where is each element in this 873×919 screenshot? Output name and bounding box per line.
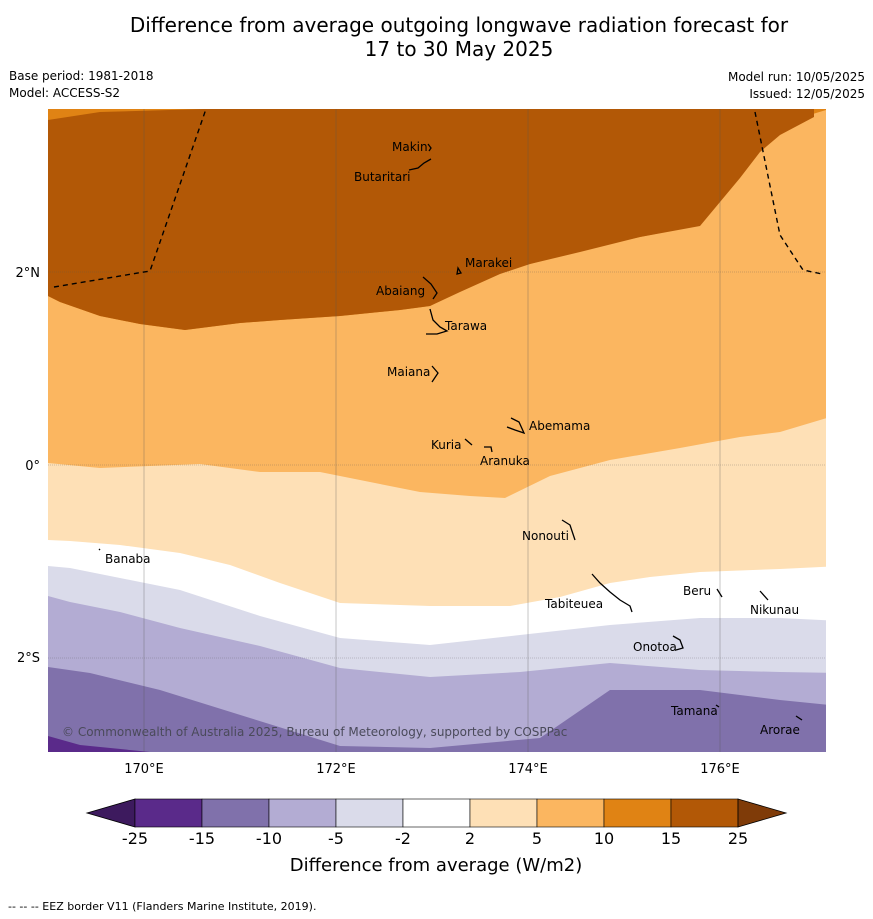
lat-label-0: 0° [25, 459, 40, 474]
colorbar-tick-label: -10 [256, 829, 282, 848]
model-name: Model: ACCESS-S2 [9, 86, 121, 100]
label-marakei: Marakei [465, 256, 512, 270]
label-abaiang: Abaiang [376, 284, 425, 298]
lat-label-2s: 2°S [17, 651, 40, 666]
label-makin: Makin [392, 140, 428, 154]
model-run: Model run: 10/05/2025 [727, 70, 865, 84]
colorbar-swatch [536, 798, 605, 828]
label-banaba: Banaba [105, 552, 151, 566]
islands [98, 143, 803, 721]
colorbar-swatch [469, 798, 538, 828]
island-maiana [431, 365, 439, 383]
label-butaritari: Butaritari [354, 170, 411, 184]
island-abemama [506, 417, 526, 435]
colorbar-tick-label: 5 [532, 829, 542, 848]
label-maiana: Maiana [387, 365, 430, 379]
island-makin [427, 143, 432, 152]
colorbar-tick-label: 2 [465, 829, 475, 848]
island-banaba [98, 548, 101, 551]
lon-label-174: 174°E [508, 762, 548, 777]
island-kuria [464, 438, 473, 446]
colorbar-swatch [402, 798, 471, 828]
colorbar-tick-label: -15 [189, 829, 215, 848]
label-tabiteuea: Tabiteuea [544, 597, 603, 611]
base-period: Base period: 1981-2018 [9, 69, 154, 83]
colorbar-swatch [268, 798, 337, 828]
colorbar: -25 -15 -10 -5 -2 2 5 10 15 25 [85, 798, 788, 848]
meta-left: Base period: 1981-2018 Model: ACCESS-S2 [9, 68, 154, 102]
island-tabiteuea [591, 573, 633, 613]
island-arorae [795, 715, 803, 721]
colorbar-tick-label: 10 [594, 829, 614, 848]
colorbar-tick-label: 25 [728, 829, 748, 848]
island-tamana [715, 704, 720, 708]
band-plus-15 [48, 109, 814, 330]
colorbar-tick-label: -5 [328, 829, 344, 848]
lat-label-2n: 2°N [16, 266, 41, 281]
eez-border [53, 108, 823, 288]
island-beru [716, 588, 723, 598]
title-line-1: Difference from average outgoing longwav… [129, 13, 789, 37]
island-aranuka [484, 446, 493, 453]
colorbar-extend-high [737, 798, 788, 828]
island-marakei [456, 266, 463, 275]
island-tarawa [426, 308, 449, 335]
label-arorae: Arorae [760, 723, 800, 737]
colorbar-swatch [335, 798, 404, 828]
colorbar-swatch [201, 798, 270, 828]
colorbar-tick-label: 15 [661, 829, 681, 848]
gridlines [48, 109, 826, 752]
island-abaiang [422, 276, 438, 300]
colorbar-tick-label: -25 [122, 829, 148, 848]
label-onotoa: Onotoa [633, 640, 677, 654]
label-tamana: Tamana [670, 704, 718, 718]
label-nonouti: Nonouti [522, 529, 569, 543]
meta-right: Model run: 10/05/2025 Issued: 12/05/2025 [728, 69, 865, 103]
colorbar-swatch [670, 798, 739, 828]
label-aranuka: Aranuka [480, 454, 530, 468]
island-butaritari [408, 158, 432, 171]
colorbar-title: Difference from average (W/m2) [290, 855, 582, 876]
lon-label-170: 170°E [124, 762, 164, 777]
label-beru: Beru [683, 584, 711, 598]
lon-label-172: 172°E [316, 762, 356, 777]
island-nikunau [759, 590, 769, 601]
label-nikunau: Nikunau [750, 603, 799, 617]
colorbar-swatch [134, 798, 203, 828]
issued-date: Issued: 12/05/2025 [749, 87, 865, 101]
label-tarawa: Tarawa [444, 319, 487, 333]
island-onotoa [672, 635, 684, 651]
anomaly-fill [48, 109, 826, 752]
title-line-2: 17 to 30 May 2025 [364, 37, 554, 61]
lon-label-176: 176°E [700, 762, 740, 777]
band-top-fill [48, 109, 204, 120]
colorbar-tick-label: -2 [395, 829, 411, 848]
place-labels: Makin Butaritari Marakei Abaiang Tarawa … [105, 140, 800, 737]
lon-axis: 170°E 172°E 174°E 176°E [124, 762, 740, 777]
chart-title: Difference from average outgoing longwav… [0, 13, 873, 61]
colorbar-extend-low [85, 798, 136, 828]
colorbar-swatch [603, 798, 672, 828]
footer-note: -- -- -- EEZ border V11 (Flanders Marine… [8, 900, 317, 913]
label-abemama: Abemama [529, 419, 590, 433]
island-nonouti [561, 519, 576, 541]
lat-axis: 2°N 0° 2°S [16, 266, 41, 666]
label-kuria: Kuria [431, 438, 462, 452]
copyright-notice: © Commonwealth of Australia 2025, Bureau… [62, 725, 567, 739]
